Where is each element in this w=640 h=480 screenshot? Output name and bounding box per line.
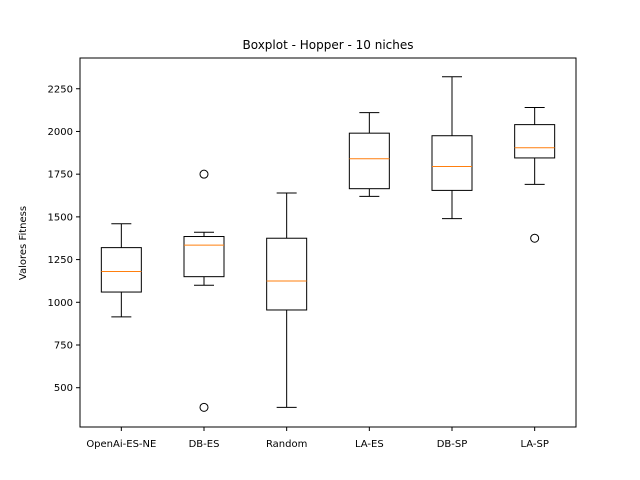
outlier-point <box>530 233 540 243</box>
outlier-point <box>199 169 209 179</box>
box-iqr <box>431 135 473 191</box>
y-axis-label: Valores Fitness <box>18 206 29 280</box>
box-iqr <box>183 236 225 278</box>
x-tick-label: DB-ES <box>189 439 220 450</box>
y-tick-label: 1750 <box>48 170 73 181</box>
box-iqr <box>514 124 556 159</box>
chart-title: Boxplot - Hopper - 10 niches <box>243 38 414 52</box>
box-iqr <box>100 247 142 293</box>
y-tick-label: 2000 <box>48 127 73 138</box>
x-tick-label: OpenAi-ES-NE <box>86 439 156 450</box>
x-tick-label: Random <box>266 439 307 450</box>
x-tick-label: LA-SP <box>520 439 548 450</box>
y-tick-label: 750 <box>54 341 73 352</box>
y-tick-label: 1250 <box>48 255 73 266</box>
box-iqr <box>348 132 390 190</box>
x-tick-label: DB-SP <box>437 439 468 450</box>
outlier-point <box>199 402 209 412</box>
axes-frame <box>79 57 577 428</box>
y-tick-label: 1000 <box>48 298 73 309</box>
y-tick-label: 2250 <box>48 84 73 95</box>
y-tick-label: 1500 <box>48 212 73 223</box>
x-tick-label: LA-ES <box>355 439 384 450</box>
box-iqr <box>266 237 308 311</box>
y-tick-label: 500 <box>54 383 73 394</box>
plot-area: 500 750 1000 1250 1500 1750 2000 2250 OpenAi-ES-… <box>48 76 556 450</box>
